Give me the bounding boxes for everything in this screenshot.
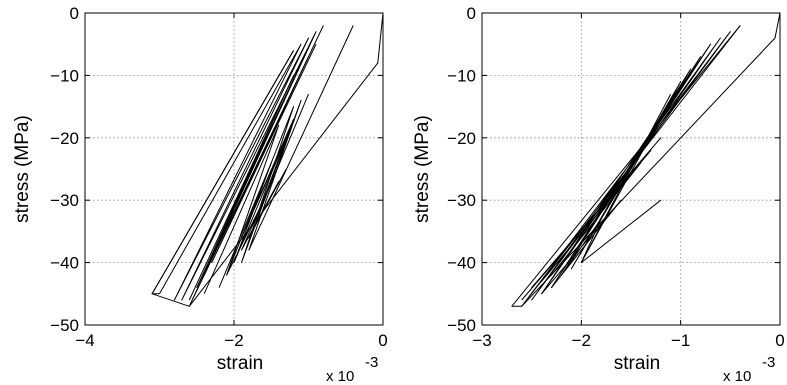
left-x-tick-label-2: 0 — [378, 331, 387, 350]
right-x-ticks: −3 −2 −1 0 — [472, 13, 785, 350]
left-x-multiplier-exponent: -3 — [365, 354, 378, 371]
left-plot-area: −4 −2 0 −50−40−30−20−100 — [50, 4, 388, 350]
left-y-tick-label-2: −30 — [50, 191, 79, 210]
left-y-ticks: −50 −40 −30 −20 −10 0 — [50, 4, 383, 335]
left-x-ticks: −4 −2 0 — [75, 13, 388, 350]
right-x-multiplier-base: x 10 — [723, 368, 751, 385]
right-y-tick-label-1: −40 — [447, 254, 476, 273]
right-x-tick-label-3: 0 — [775, 331, 784, 350]
right-y-tick-label-4: −10 — [447, 66, 476, 85]
left-y-tick-label-4: −10 — [50, 66, 79, 85]
right-series-2 — [551, 56, 701, 288]
left-y-tick-label-5: 0 — [70, 4, 79, 23]
left-x-tick-label-1: −2 — [224, 331, 243, 350]
left-series-6 — [226, 168, 287, 276]
left-y-tick-label-1: −40 — [50, 254, 79, 273]
right-x-axis-label: strain — [614, 353, 660, 374]
right-series-4 — [541, 199, 662, 295]
left-series-layer — [151, 12, 384, 307]
left-series-4 — [203, 25, 354, 295]
right-x-multiplier: x 10 -3 — [723, 354, 775, 385]
right-y-tick-label-0: −50 — [447, 316, 476, 335]
right-series-3 — [521, 137, 662, 301]
right-y-tick-label-5: 0 — [467, 4, 476, 23]
chart-panel-right: −3 −2 −1 0 −50−40−30−20−100 strain stress (… — [412, 4, 785, 385]
left-y-tick-label-0: −50 — [50, 316, 79, 335]
right-y-axis-label: stress (MPa) — [412, 115, 433, 223]
left-y-axis-label: stress (MPa) — [12, 115, 33, 223]
right-y-ticks: −50 −40 −30 −20 −10 0 — [447, 4, 780, 335]
right-series-layer — [511, 12, 781, 307]
right-y-tick-label-3: −20 — [447, 129, 476, 148]
left-series-1 — [151, 50, 295, 295]
right-y-tick-label-2: −30 — [447, 191, 476, 210]
right-x-tick-label-1: −2 — [572, 331, 591, 350]
right-x-multiplier-exponent: -3 — [762, 354, 775, 371]
right-x-tick-label-0: −3 — [472, 331, 491, 350]
left-x-multiplier: x 10 -3 — [326, 354, 378, 385]
left-series-3 — [188, 43, 317, 301]
left-x-multiplier-base: x 10 — [326, 368, 354, 385]
right-grid — [482, 13, 780, 325]
left-y-tick-label-3: −20 — [50, 129, 79, 148]
right-x-tick-label-2: −1 — [671, 331, 690, 350]
chart-panel-left: −4 −2 0 −50−40−30−20−100 strain stress (MP… — [12, 4, 388, 385]
right-plot-area: −3 −2 −1 0 −50−40−30−20−100 — [447, 4, 785, 350]
left-x-tick-label-0: −4 — [75, 331, 94, 350]
left-x-axis-label: strain — [217, 353, 263, 374]
